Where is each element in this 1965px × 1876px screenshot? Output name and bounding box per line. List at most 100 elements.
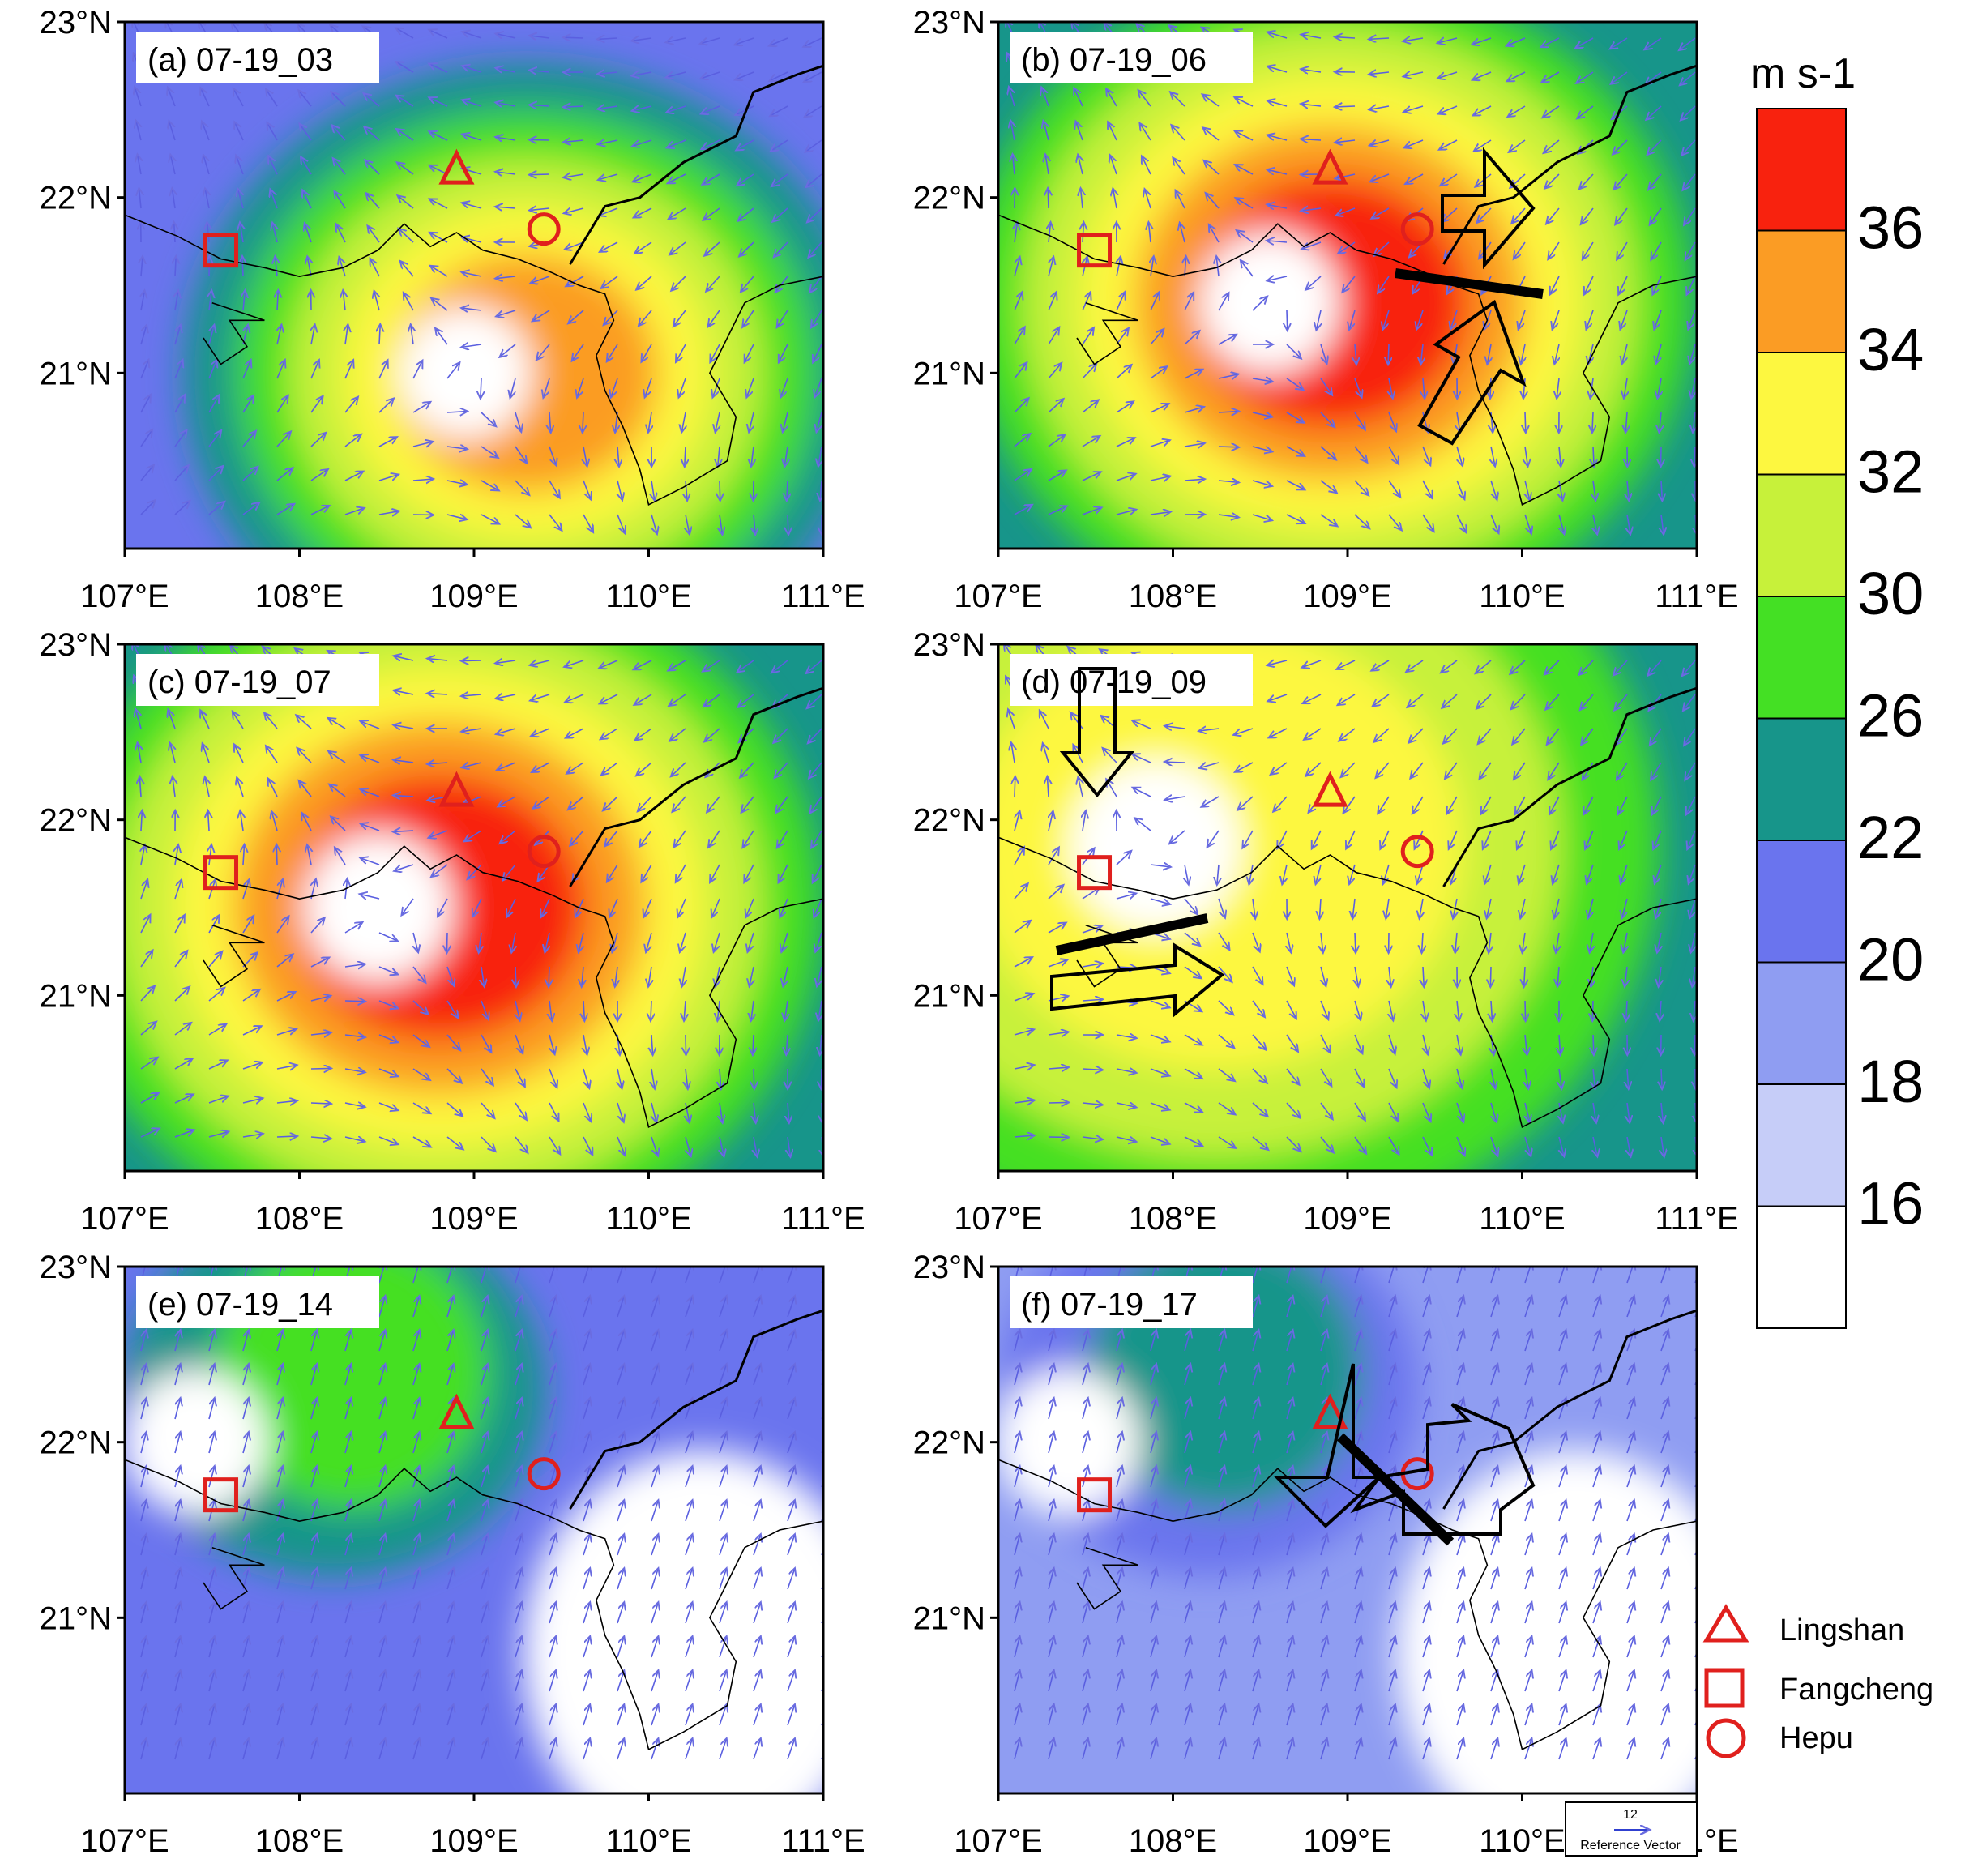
- wind-vector: [681, 412, 686, 433]
- lon-tick-label: 107°E: [954, 1823, 1042, 1859]
- wind-vector: [1548, 241, 1560, 259]
- island-outline: [203, 301, 265, 365]
- wind-vector: [446, 447, 468, 449]
- wind-vector: [174, 360, 183, 379]
- wind-vector: [529, 208, 550, 211]
- wind-vector: [411, 324, 413, 345]
- wind-vector: [343, 290, 345, 311]
- wind-vector: [676, 344, 686, 362]
- wind-vector: [135, 709, 141, 729]
- wind-vector: [1474, 139, 1492, 152]
- wind-vector: [1389, 378, 1393, 399]
- wind-vector: [367, 226, 380, 243]
- wind-vector: [1184, 331, 1200, 345]
- wind-vector: [1581, 207, 1594, 224]
- wind-vector: [641, 344, 652, 362]
- panel-title: (f) 07-19_17: [1010, 1276, 1253, 1328]
- wind-vector: [1204, 160, 1220, 175]
- wind-vector: [529, 105, 550, 106]
- wind-vector: [1301, 208, 1322, 211]
- wind-vector: [1252, 378, 1273, 382]
- wind-vector: [771, 139, 788, 152]
- wind-vector: [710, 344, 720, 362]
- wind-vector: [276, 395, 288, 413]
- wind-vector: [1382, 310, 1390, 330]
- wind-vector: [298, 90, 312, 107]
- wind-vector: [276, 916, 288, 934]
- wind-vector: [700, 38, 720, 44]
- wind-vector: [395, 62, 414, 73]
- wind-vector: [1490, 480, 1497, 500]
- wind-vector: [276, 1065, 297, 1069]
- wind-vector: [209, 290, 211, 311]
- wind-vector: [1542, 105, 1560, 118]
- wind-vector: [140, 879, 147, 900]
- wind-vector: [532, 310, 550, 321]
- wind-vector: [378, 360, 388, 379]
- wind-vector: [344, 472, 363, 481]
- wind-vector: [1685, 241, 1696, 260]
- wind-vector: [234, 744, 244, 763]
- station-marker-hepu: [527, 212, 561, 246]
- wind-vector: [779, 344, 788, 363]
- wind-vector: [1082, 400, 1099, 413]
- colorbar: m s-1 36 34 32 30 26 22 20 18 16: [1750, 50, 1924, 1329]
- wind-vector: [208, 430, 221, 447]
- svg-text:Reference Vector: Reference Vector: [1580, 1839, 1681, 1852]
- wind-vector: [818, 446, 822, 467]
- lon-tick-label: 109°E: [1303, 1823, 1391, 1859]
- wind-vector: [310, 360, 319, 379]
- wind-vector: [267, 122, 278, 141]
- wind-vector: [208, 1024, 226, 1036]
- wind-vector: [208, 502, 224, 515]
- wind-vector: [1472, 37, 1492, 45]
- wind-vector: [378, 511, 399, 515]
- wind-vector: [174, 879, 182, 900]
- lon-tick-label: 109°E: [429, 1823, 518, 1859]
- wind-vector: [1438, 105, 1458, 114]
- wind-vector: [1014, 505, 1032, 515]
- wind-vector: [168, 709, 176, 729]
- wind-vector: [360, 823, 380, 831]
- wind-vector: [1202, 94, 1220, 107]
- wind-vector: [208, 1060, 228, 1070]
- wind-vector: [138, 154, 141, 175]
- wind-vector: [208, 951, 222, 968]
- wind-vector: [208, 988, 224, 1002]
- lon-tick-label: 107°E: [954, 579, 1042, 614]
- wind-vector: [772, 207, 788, 222]
- wind-vector: [1525, 480, 1530, 500]
- flow-arrow-annotation: [1441, 147, 1536, 270]
- wind-vector: [565, 241, 584, 250]
- wind-vector: [344, 397, 358, 413]
- wind-vector: [1045, 154, 1049, 175]
- wind-vector: [1301, 69, 1322, 72]
- wind-vector: [718, 446, 720, 467]
- lon-tick-label: 109°E: [1303, 1201, 1391, 1237]
- wind-vector: [774, 241, 788, 257]
- wind-vector: [769, 71, 788, 81]
- panel-b: (b) 07-19_06 107°E 108°E 109°E 110°E 111°E 23°…: [913, 5, 1739, 614]
- wind-vector: [634, 207, 652, 217]
- wind-vector: [777, 310, 788, 327]
- wind-vector: [737, 173, 754, 186]
- wind-vector: [1139, 123, 1151, 141]
- wind-vector: [393, 795, 414, 797]
- legend-label: Hepu: [1779, 1721, 1853, 1755]
- wind-vector: [378, 1068, 398, 1076]
- wind-vector: [173, 776, 175, 797]
- wind-vector: [275, 256, 277, 277]
- wind-vector: [364, 93, 380, 107]
- lon-tick-label: 111°E: [781, 1823, 865, 1859]
- wind-vector: [168, 88, 176, 107]
- wind-vector: [669, 241, 686, 254]
- wind-vector: [1235, 198, 1254, 209]
- wind-vector: [1388, 514, 1402, 530]
- wind-vector: [1506, 37, 1526, 46]
- wind-vector: [1286, 412, 1305, 423]
- wind-vector: [172, 188, 175, 209]
- station-marker-fangcheng: [1077, 233, 1113, 268]
- wind-vector: [807, 207, 822, 222]
- wind-speed-contour: [1396, 1450, 1697, 1793]
- wind-vector: [1170, 92, 1185, 107]
